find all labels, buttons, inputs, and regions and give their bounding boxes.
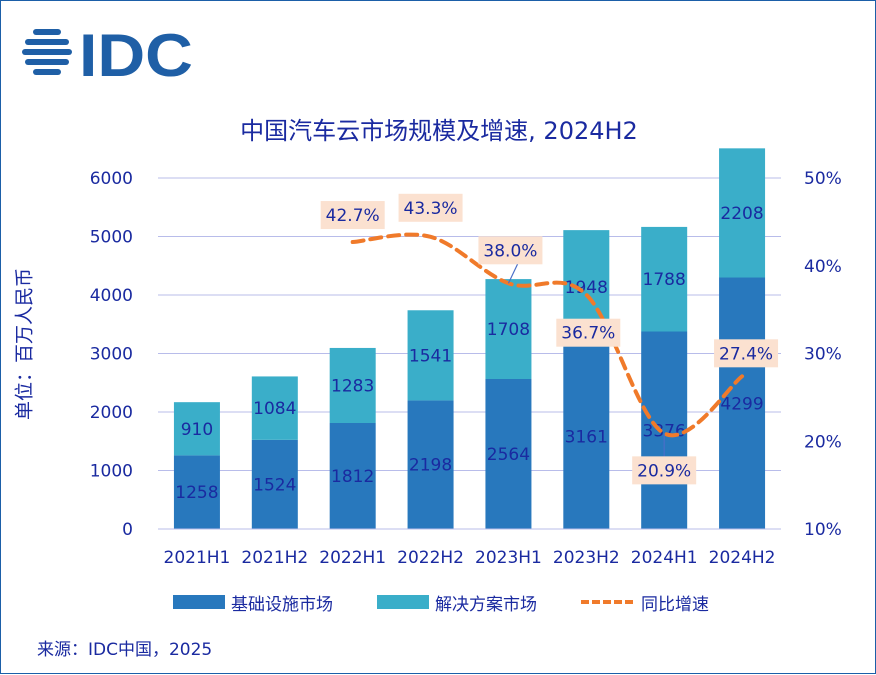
data-label-solution: 1708	[487, 320, 530, 340]
y2-tick-label: 30%	[804, 345, 842, 365]
bar-solution	[251, 376, 298, 440]
chart-title: 中国汽车云市场规模及增速, 2024H2	[240, 117, 638, 145]
y2-tick-label: 10%	[804, 520, 842, 540]
data-label-solution: 1541	[409, 346, 452, 366]
data-label-infra: 1258	[175, 483, 218, 503]
growth-label: 43.3%	[404, 199, 458, 219]
bar-infra	[329, 422, 376, 529]
x-tick-label: 2023H1	[475, 548, 542, 568]
idc-logo: IDC	[22, 25, 193, 85]
y-tick-label: 5000	[90, 228, 133, 248]
bar-infra	[485, 379, 532, 529]
y2-tick-label: 50%	[804, 169, 842, 189]
legend-swatch-solution	[377, 595, 429, 609]
bar-solution	[407, 310, 454, 401]
x-tick-label: 2021H1	[164, 548, 231, 568]
growth-label-box	[714, 339, 779, 368]
y-tick-label: 2000	[90, 403, 133, 423]
data-label-infra: 2198	[409, 456, 452, 476]
legend-label-infra: 基础设施市场	[231, 594, 333, 615]
data-label-infra: 2564	[487, 445, 530, 465]
growth-label: 27.4%	[719, 344, 773, 364]
growth-label: 36.7%	[561, 324, 615, 344]
bar-infra	[719, 277, 766, 529]
data-label-solution: 1788	[643, 270, 686, 290]
data-label-solution: 1283	[331, 376, 374, 396]
growth-label-box	[632, 456, 697, 485]
growth-label-box	[556, 318, 621, 347]
leader-line	[507, 262, 519, 284]
y-tick-label: 1000	[90, 462, 133, 482]
data-label-solution: 1084	[253, 399, 296, 419]
data-label-solution: 910	[181, 420, 213, 440]
x-tick-label: 2022H1	[319, 548, 386, 568]
legend-item-infra: 基础设施市场	[173, 591, 333, 615]
globe-icon	[22, 29, 72, 75]
bar-solution	[719, 148, 766, 278]
y2-tick-label: 40%	[804, 257, 842, 277]
bar-infra	[563, 344, 610, 529]
y-tick-label: 6000	[90, 169, 133, 189]
x-tick-label: 2022H2	[397, 548, 464, 568]
bar-infra	[407, 400, 454, 529]
legend-item-solution: 解决方案市场	[377, 591, 537, 615]
bar-infra	[641, 331, 688, 529]
growth-line	[350, 232, 745, 438]
data-label-infra: 1524	[253, 475, 296, 495]
legend-swatch-infra	[173, 595, 225, 609]
legend-label-growth: 同比增速	[641, 594, 709, 615]
y-tick-label: 4000	[90, 286, 133, 306]
bar-solution	[173, 402, 220, 456]
data-label-infra: 3161	[565, 428, 608, 448]
growth-label: 42.7%	[326, 206, 380, 226]
growth-label-box	[320, 201, 385, 230]
x-tick-label: 2024H2	[709, 548, 776, 568]
data-label-infra: 1812	[331, 467, 374, 487]
bar-solution	[641, 226, 688, 332]
y-tick-label: 0	[122, 520, 133, 540]
x-tick-label: 2023H2	[553, 548, 620, 568]
legend-swatch-growth	[581, 600, 633, 604]
logo-text: IDC	[79, 25, 193, 85]
y2-tick-label: 20%	[804, 432, 842, 452]
growth-label-box	[478, 236, 543, 265]
bar-infra	[251, 439, 298, 529]
bar-solution	[485, 279, 532, 380]
x-tick-label: 2024H1	[631, 548, 698, 568]
bar-solution	[329, 347, 376, 423]
bar-infra	[173, 455, 220, 529]
growth-label-box	[398, 193, 463, 222]
source-note: 来源：IDC中国，2025	[37, 640, 213, 660]
growth-label: 38.0%	[483, 241, 537, 261]
data-label-infra: 4299	[720, 394, 763, 414]
data-label-solution: 2208	[720, 204, 763, 224]
legend-item-growth: 同比增速	[581, 591, 709, 615]
y-tick-label: 3000	[90, 345, 133, 365]
legend-label-solution: 解决方案市场	[435, 594, 537, 615]
growth-label: 20.9%	[637, 461, 691, 481]
x-tick-label: 2021H2	[241, 548, 308, 568]
data-label-solution: 1948	[565, 278, 608, 298]
